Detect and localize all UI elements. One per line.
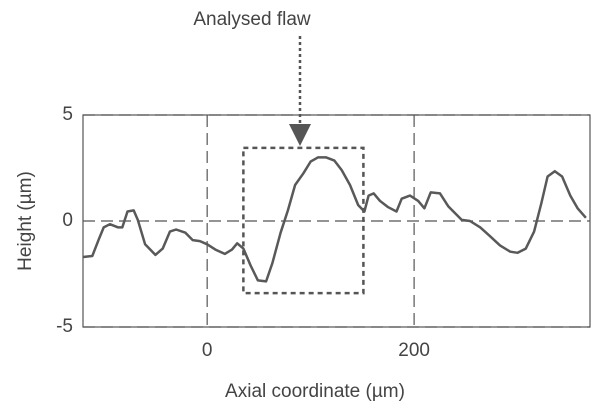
y-axis-label: Height (µm)	[15, 171, 36, 271]
x-axis-label: Axial coordinate (µm)	[225, 381, 405, 402]
profile-line	[82, 156, 587, 283]
y-tick-label: 5	[62, 104, 73, 125]
y-tick-label: 0	[62, 210, 73, 231]
x-tick-label: 0	[202, 340, 213, 361]
plot-frame	[82, 114, 591, 328]
annotation: Analysed flaw	[193, 9, 311, 30]
arrow-head	[289, 124, 311, 146]
x-tick-label: 200	[398, 340, 430, 361]
y-tick-label: -5	[56, 316, 73, 337]
flaw-region	[242, 146, 365, 295]
